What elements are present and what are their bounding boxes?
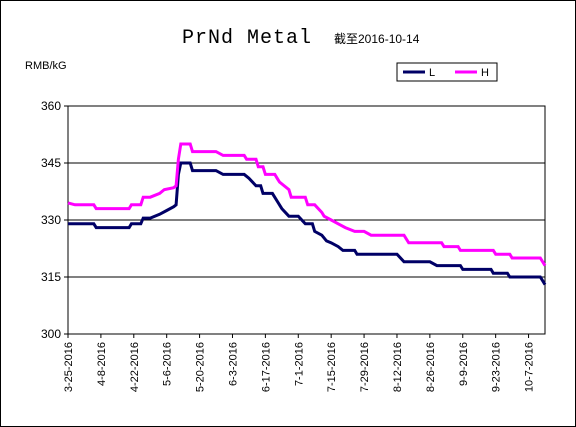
y-tick-label: 360 — [41, 99, 61, 113]
x-tick-label: 7-1-2016 — [293, 342, 305, 386]
legend-label-h: H — [481, 67, 489, 79]
x-tick-label: 9-9-2016 — [458, 342, 470, 386]
x-tick-label: 10-7-2016 — [524, 342, 536, 392]
x-tick-label: 4-22-2016 — [129, 342, 141, 392]
x-tick-label: 4-8-2016 — [96, 342, 108, 386]
y-tick-label: 330 — [41, 213, 61, 227]
x-tick-label: 6-17-2016 — [260, 342, 272, 392]
y-tick-label: 300 — [41, 327, 61, 341]
chart-subtitle: 截至2016-10-14 — [334, 32, 420, 46]
x-tick-label: 5-20-2016 — [195, 342, 207, 392]
x-tick-label: 6-3-2016 — [227, 342, 239, 386]
y-tick-label: 345 — [41, 156, 61, 170]
chart-title: PrNd Metal — [182, 27, 312, 50]
x-tick-label: 7-15-2016 — [326, 342, 338, 392]
series-line-h — [67, 142, 547, 267]
x-tick-label: 9-23-2016 — [491, 342, 503, 392]
x-tick-label: 8-26-2016 — [425, 342, 437, 392]
x-tick-label: 7-29-2016 — [359, 342, 371, 392]
y-axis-label: RMB/kG — [25, 60, 67, 72]
x-tick-label: 5-6-2016 — [162, 342, 174, 386]
plot-area: 300 315 330 345 360 3-25-2016 4-8-2016 4-22-201… — [41, 99, 547, 392]
x-tick-label: 3-25-2016 — [63, 342, 75, 392]
legend-box — [396, 62, 498, 82]
legend: L H — [396, 62, 498, 82]
legend-label-l: L — [429, 67, 435, 79]
y-tick-label: 315 — [41, 270, 61, 284]
series-line-l — [68, 161, 547, 286]
x-tick-label: 8-12-2016 — [392, 342, 404, 392]
